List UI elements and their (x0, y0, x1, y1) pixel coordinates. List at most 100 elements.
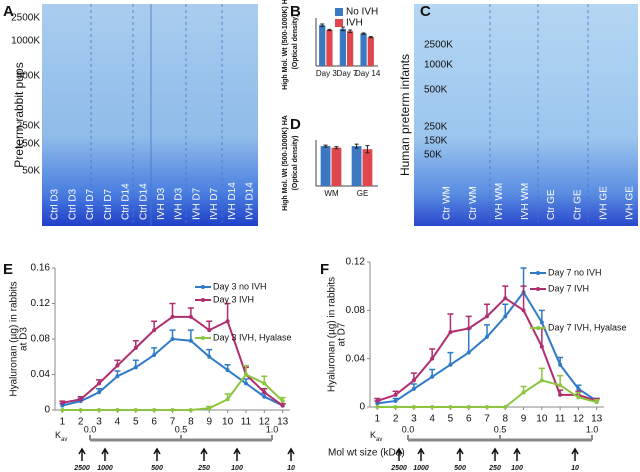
data-point (448, 362, 453, 367)
gel-image (414, 4, 638, 226)
data-point (393, 398, 398, 403)
data-point (411, 378, 416, 383)
marker-label: 50K (424, 150, 442, 161)
error-bar (334, 146, 339, 150)
gel-axis-label: Human preterm infants (398, 54, 412, 176)
x-tick-label: Day 3 (316, 69, 337, 78)
data-point (393, 392, 398, 397)
data-point (262, 381, 267, 386)
data-point (170, 337, 175, 341)
kav-symbol: Kav (55, 430, 67, 442)
x-tick-label: 6 (466, 414, 472, 425)
y-tick-label: 0.12 (31, 298, 51, 309)
data-point (243, 381, 248, 386)
marker-label: 50K (22, 166, 40, 177)
data-point (594, 400, 599, 405)
kav-symbol-main: K (370, 430, 376, 440)
lane-label: IVH D3 (156, 187, 167, 220)
error-bar (320, 23, 325, 27)
x-tick-label: 10 (222, 417, 234, 428)
panel-letter: E (3, 261, 13, 278)
data-point (485, 314, 489, 319)
y-tick-label: 0.04 (31, 369, 51, 380)
marker-label: 1000K (424, 60, 453, 71)
legend-marker (536, 326, 540, 330)
error-bar (538, 367, 545, 381)
marker-label: 150K (17, 139, 41, 150)
lane-label: Ctrl D14 (138, 183, 149, 220)
error-bar (502, 303, 509, 317)
legend-label: IVH (346, 18, 363, 29)
mw-arrow (287, 447, 295, 461)
mw-label: 500 (151, 465, 163, 472)
y-axis-label: (Optical density) (292, 136, 299, 191)
kav-tick-label: 1.0 (266, 424, 279, 434)
error-bar (538, 309, 545, 323)
data-point (225, 397, 230, 402)
x-tick-label: 12 (573, 414, 585, 425)
data-point (393, 405, 398, 409)
legend-label: Day 3 IVH, Hyalase (213, 332, 292, 342)
data-point (60, 400, 65, 405)
error-bar (365, 145, 370, 154)
kav-tick-label: 0.0 (84, 424, 97, 434)
data-point (78, 408, 83, 412)
data-point (411, 405, 416, 409)
legend-label: Day 7 IVH (548, 283, 589, 293)
data-point (411, 386, 416, 391)
data-point (539, 378, 544, 383)
data-point (576, 386, 581, 391)
marker-label: 500K (17, 71, 41, 82)
data-point (539, 344, 544, 349)
series-line (62, 373, 284, 411)
mw-arrow (513, 447, 521, 461)
x-tick-label: 8 (188, 417, 194, 428)
bar (362, 149, 373, 186)
x-tick-label: 3 (96, 417, 102, 428)
data-point (152, 328, 157, 333)
kav-symbol-sub: av (61, 437, 67, 443)
data-point (503, 296, 508, 301)
mw-arrow (417, 447, 425, 461)
bar (347, 31, 354, 66)
panel-letter: B (290, 3, 301, 20)
data-point (448, 330, 453, 335)
data-point (558, 362, 563, 367)
data-point (207, 328, 212, 333)
data-point (466, 405, 471, 409)
x-tick-label: 13 (591, 414, 603, 425)
data-point (375, 405, 380, 409)
lane-label: IVH D7 (209, 187, 220, 220)
error-bar (484, 303, 490, 317)
mw-arrow (153, 447, 161, 461)
marker-label: 150K (424, 136, 448, 147)
bar (326, 30, 333, 66)
data-point (170, 314, 175, 319)
panel-letter: C (420, 3, 431, 20)
kav-symbol-main: K (55, 430, 61, 440)
y-axis-label: High Mol. Wt (500-1000K) HA (282, 115, 289, 211)
error-bar (169, 302, 176, 317)
data-point (558, 392, 563, 397)
error-bar (465, 327, 472, 353)
y-tick-label: 0.12 (346, 257, 366, 268)
mw-label: 100 (231, 465, 243, 472)
mw-label: 10 (287, 465, 295, 472)
y-tick-label: 0 (359, 402, 365, 413)
error-bar (348, 29, 353, 33)
data-point (503, 314, 508, 319)
x-tick-label: 1 (375, 414, 381, 425)
lane-label: IVH WM (494, 183, 505, 220)
legend-marker (536, 271, 540, 275)
kav-tick-label: 0.0 (402, 424, 415, 434)
y-axis-label: Hyaluronan (µg) in rabbits (327, 277, 338, 392)
y-tick-label: 0.04 (346, 353, 366, 364)
lane-label: IVH GE (598, 186, 609, 220)
data-point (97, 390, 102, 395)
mw-label: 100 (511, 465, 523, 472)
y-axis-label: Hyaluronan (µg) in rabbits (9, 281, 20, 396)
lane-label: Ctrl D3 (67, 188, 78, 220)
x-tick-label: Day 14 (355, 69, 381, 78)
y-tick-label: 0.08 (346, 305, 366, 316)
